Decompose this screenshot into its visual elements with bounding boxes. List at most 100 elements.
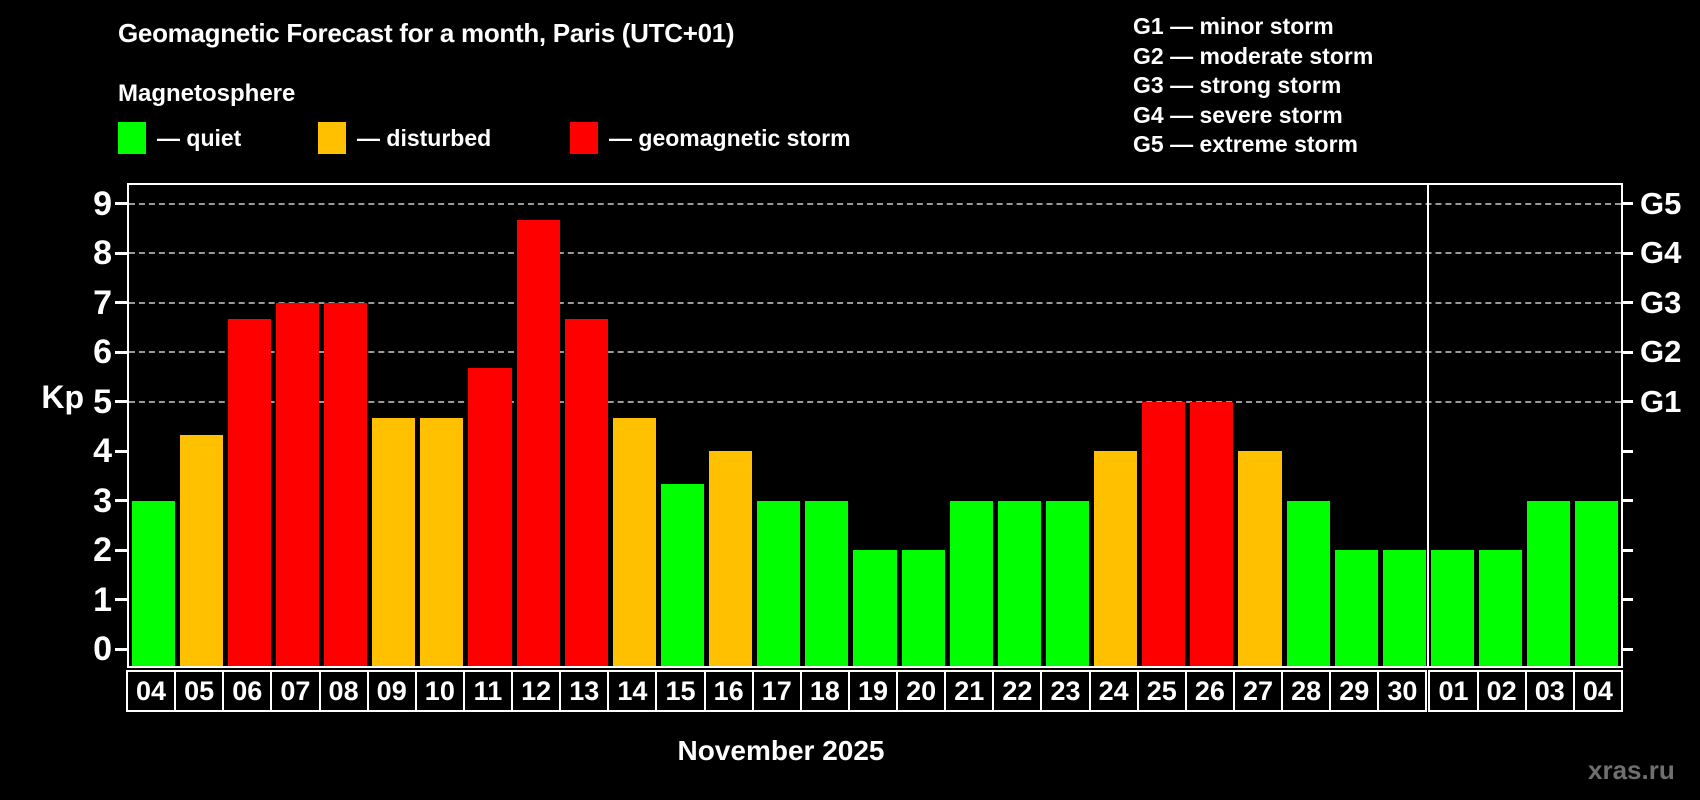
y-tick-label: 4 — [93, 432, 112, 470]
kp-bar — [564, 318, 608, 666]
axis-tick-left — [115, 350, 127, 354]
kp-bar — [324, 302, 368, 666]
day-label: 11 — [462, 670, 514, 712]
kp-bar — [1382, 550, 1426, 666]
day-label: 25 — [1136, 670, 1187, 712]
watermark: xras.ru — [1588, 755, 1675, 785]
kp-bar — [275, 302, 319, 666]
y-tick-label: 2 — [93, 531, 112, 569]
day-label: 04 — [1572, 670, 1623, 712]
kp-bar — [853, 550, 897, 666]
quiet-color-swatch-icon — [118, 122, 146, 154]
plot-area — [115, 183, 1633, 668]
axis-tick-right — [1621, 350, 1633, 354]
disturbed-color-swatch-icon — [318, 122, 346, 154]
axis-tick-right — [1621, 499, 1633, 502]
kp-bar — [1142, 401, 1186, 666]
axis-tick-left — [115, 251, 127, 255]
grid-line — [129, 202, 1621, 205]
y-axis-label: Kp — [41, 379, 84, 415]
day-label: 23 — [1040, 670, 1091, 712]
kp-bar — [1238, 451, 1282, 666]
day-label: 19 — [847, 670, 899, 712]
y-tick-label: 5 — [93, 382, 112, 421]
axis-tick-right — [1621, 647, 1633, 651]
day-label: 01 — [1428, 670, 1479, 712]
g-level-label: G2 — [1640, 334, 1682, 369]
day-label: 04 — [126, 670, 177, 712]
axis-tick-right — [1621, 202, 1633, 205]
kp-bar — [757, 500, 801, 666]
day-label: 02 — [1476, 670, 1527, 712]
day-label: 03 — [1524, 670, 1575, 712]
kp-bar — [997, 500, 1041, 666]
axis-tick-left — [115, 301, 127, 304]
kp-bar — [179, 434, 223, 666]
kp-bar — [949, 500, 993, 666]
day-label: 26 — [1184, 670, 1235, 712]
kp-bar — [612, 417, 656, 666]
y-tick-label: 6 — [93, 333, 112, 371]
kp-bar — [1286, 500, 1330, 666]
day-label: 12 — [511, 670, 562, 712]
legend-label-storm: — geomagnetic storm — [609, 124, 851, 151]
g-scale-legend: G1 — minor storm G2 — moderate storm G3 … — [1133, 12, 1373, 160]
y-tick-label: 7 — [93, 283, 112, 322]
x-axis-label: November 2025 — [677, 735, 885, 766]
day-label: 08 — [318, 670, 369, 712]
day-label: 07 — [270, 670, 321, 712]
day-label: 29 — [1329, 670, 1380, 712]
day-label: 27 — [1232, 670, 1284, 712]
storm-color-swatch-icon — [570, 122, 598, 154]
kp-bar — [1094, 451, 1138, 666]
g-level-label: G5 — [1640, 185, 1682, 221]
g-legend-line-g3: G3 — strong storm — [1133, 72, 1342, 98]
day-label: 24 — [1088, 670, 1139, 712]
kp-bar — [227, 318, 271, 666]
axis-tick-left — [115, 598, 127, 601]
day-label: 14 — [607, 670, 658, 712]
day-label: 18 — [799, 670, 850, 712]
g-level-label: G1 — [1640, 383, 1682, 419]
day-label: 06 — [222, 670, 273, 712]
y-tick-label: 1 — [93, 580, 112, 619]
day-label: 17 — [751, 670, 802, 712]
axis-tick-right — [1621, 449, 1633, 453]
y-tick-label: 8 — [93, 234, 112, 272]
g-legend-line-g1: G1 — minor storm — [1133, 13, 1334, 39]
day-label: 13 — [559, 670, 610, 712]
legend-label-quiet: — quiet — [157, 124, 242, 151]
kp-bar — [660, 484, 705, 666]
kp-bar — [468, 368, 512, 666]
kp-bar — [901, 550, 945, 666]
grid-line — [129, 252, 1621, 254]
y-tick-label: 0 — [93, 630, 112, 668]
kp-bar — [1527, 500, 1571, 666]
day-label: 30 — [1377, 670, 1428, 712]
kp-bar — [1190, 401, 1234, 666]
axis-tick-right — [1621, 251, 1633, 255]
month-separator-line — [1427, 185, 1430, 666]
axis-tick-left — [115, 647, 127, 651]
axis-tick-left — [115, 400, 127, 403]
day-label: 20 — [896, 670, 947, 712]
kp-bar — [805, 500, 849, 666]
day-label: 10 — [414, 670, 465, 712]
g-legend-line-g4: G4 — severe storm — [1133, 101, 1343, 128]
axis-tick-left — [115, 499, 127, 502]
y-tick-label: 3 — [93, 481, 112, 520]
axis-tick-right — [1621, 548, 1633, 552]
day-label: 09 — [366, 670, 417, 712]
kp-bar — [709, 451, 753, 666]
kp-bar — [1575, 500, 1619, 666]
kp-bar — [420, 417, 464, 666]
g-legend-line-g5: G5 — extreme storm — [1133, 131, 1358, 157]
legend-item-storm: — geomagnetic storm — [570, 120, 851, 156]
axis-tick-right — [1621, 598, 1633, 601]
kp-bar — [1430, 550, 1475, 666]
day-label: 28 — [1281, 670, 1332, 712]
g-legend-line-g2: G2 — moderate storm — [1133, 42, 1374, 69]
day-label: 16 — [703, 670, 754, 712]
day-label: 05 — [174, 670, 225, 712]
